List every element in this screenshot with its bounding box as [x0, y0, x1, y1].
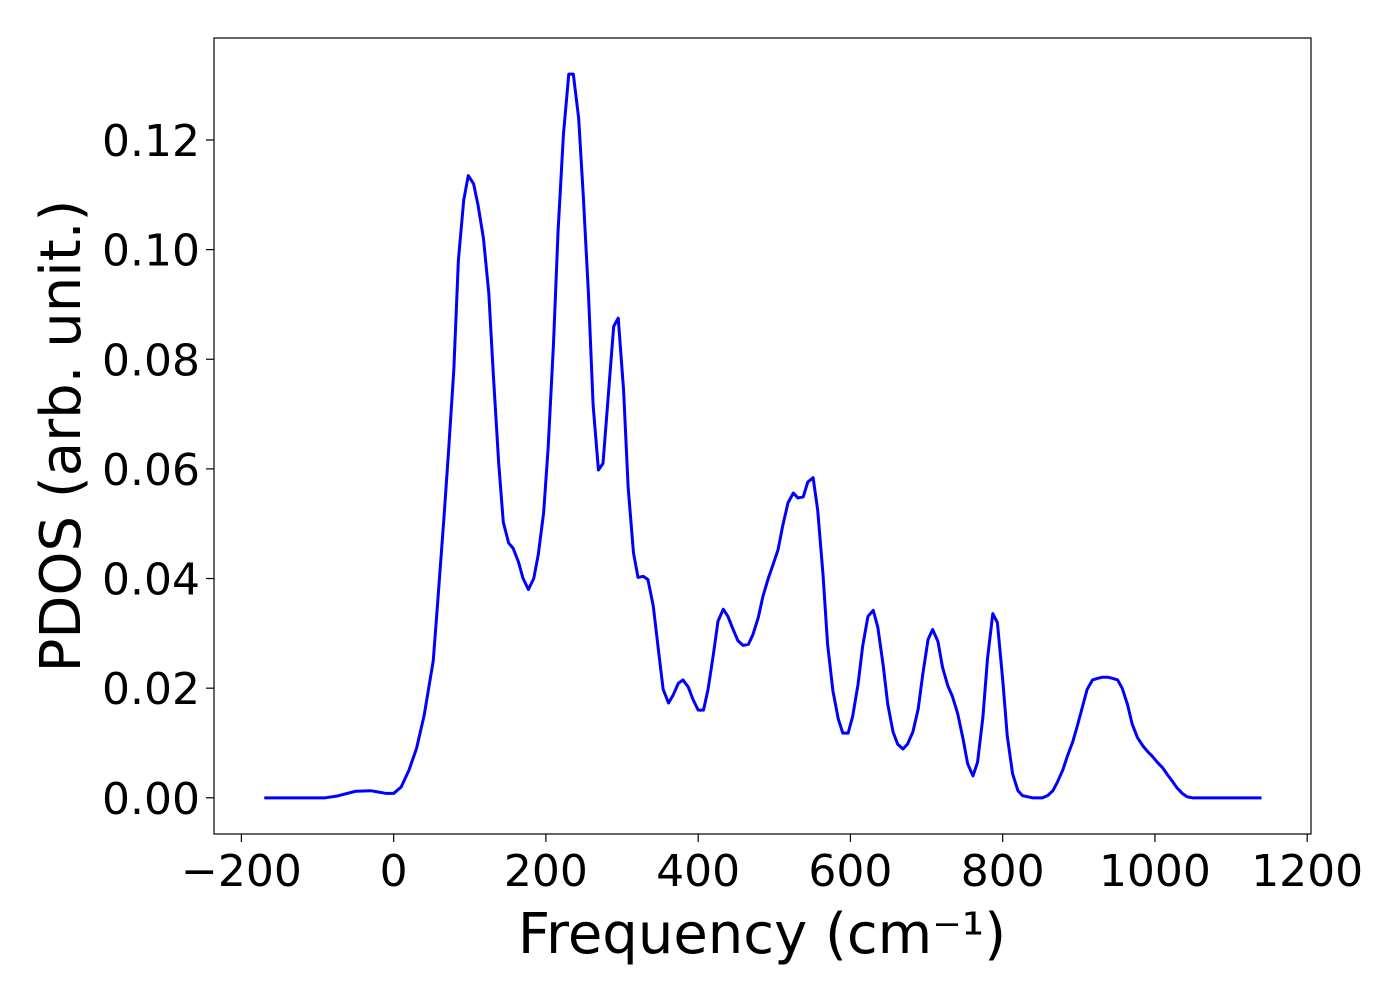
x-tick-label: 600: [808, 846, 892, 897]
x-tick-label: 400: [656, 846, 740, 897]
y-axis-label: PDOS (arb. unit.): [29, 200, 94, 673]
y-tick-label: 0.08: [102, 335, 200, 386]
x-tick-label: 1000: [1099, 846, 1211, 897]
y-tick-label: 0.02: [102, 664, 200, 715]
data-line: [264, 72, 1262, 800]
x-tick-label: 800: [961, 846, 1045, 897]
x-tick-label: 1200: [1251, 846, 1363, 897]
y-tick-label: 0.06: [102, 445, 200, 496]
y-tick-label: 0.10: [102, 226, 200, 277]
y-tick-label: 0.00: [102, 774, 200, 825]
plot-frame: [213, 37, 1312, 835]
y-tick-label: 0.04: [102, 555, 200, 606]
x-tick-label: 0: [380, 846, 408, 897]
y-tick-label: 0.12: [102, 116, 200, 167]
x-tick-label: 200: [504, 846, 588, 897]
x-axis-label: Frequency (cm⁻¹): [518, 902, 1006, 967]
x-tick-label: −200: [181, 846, 302, 897]
